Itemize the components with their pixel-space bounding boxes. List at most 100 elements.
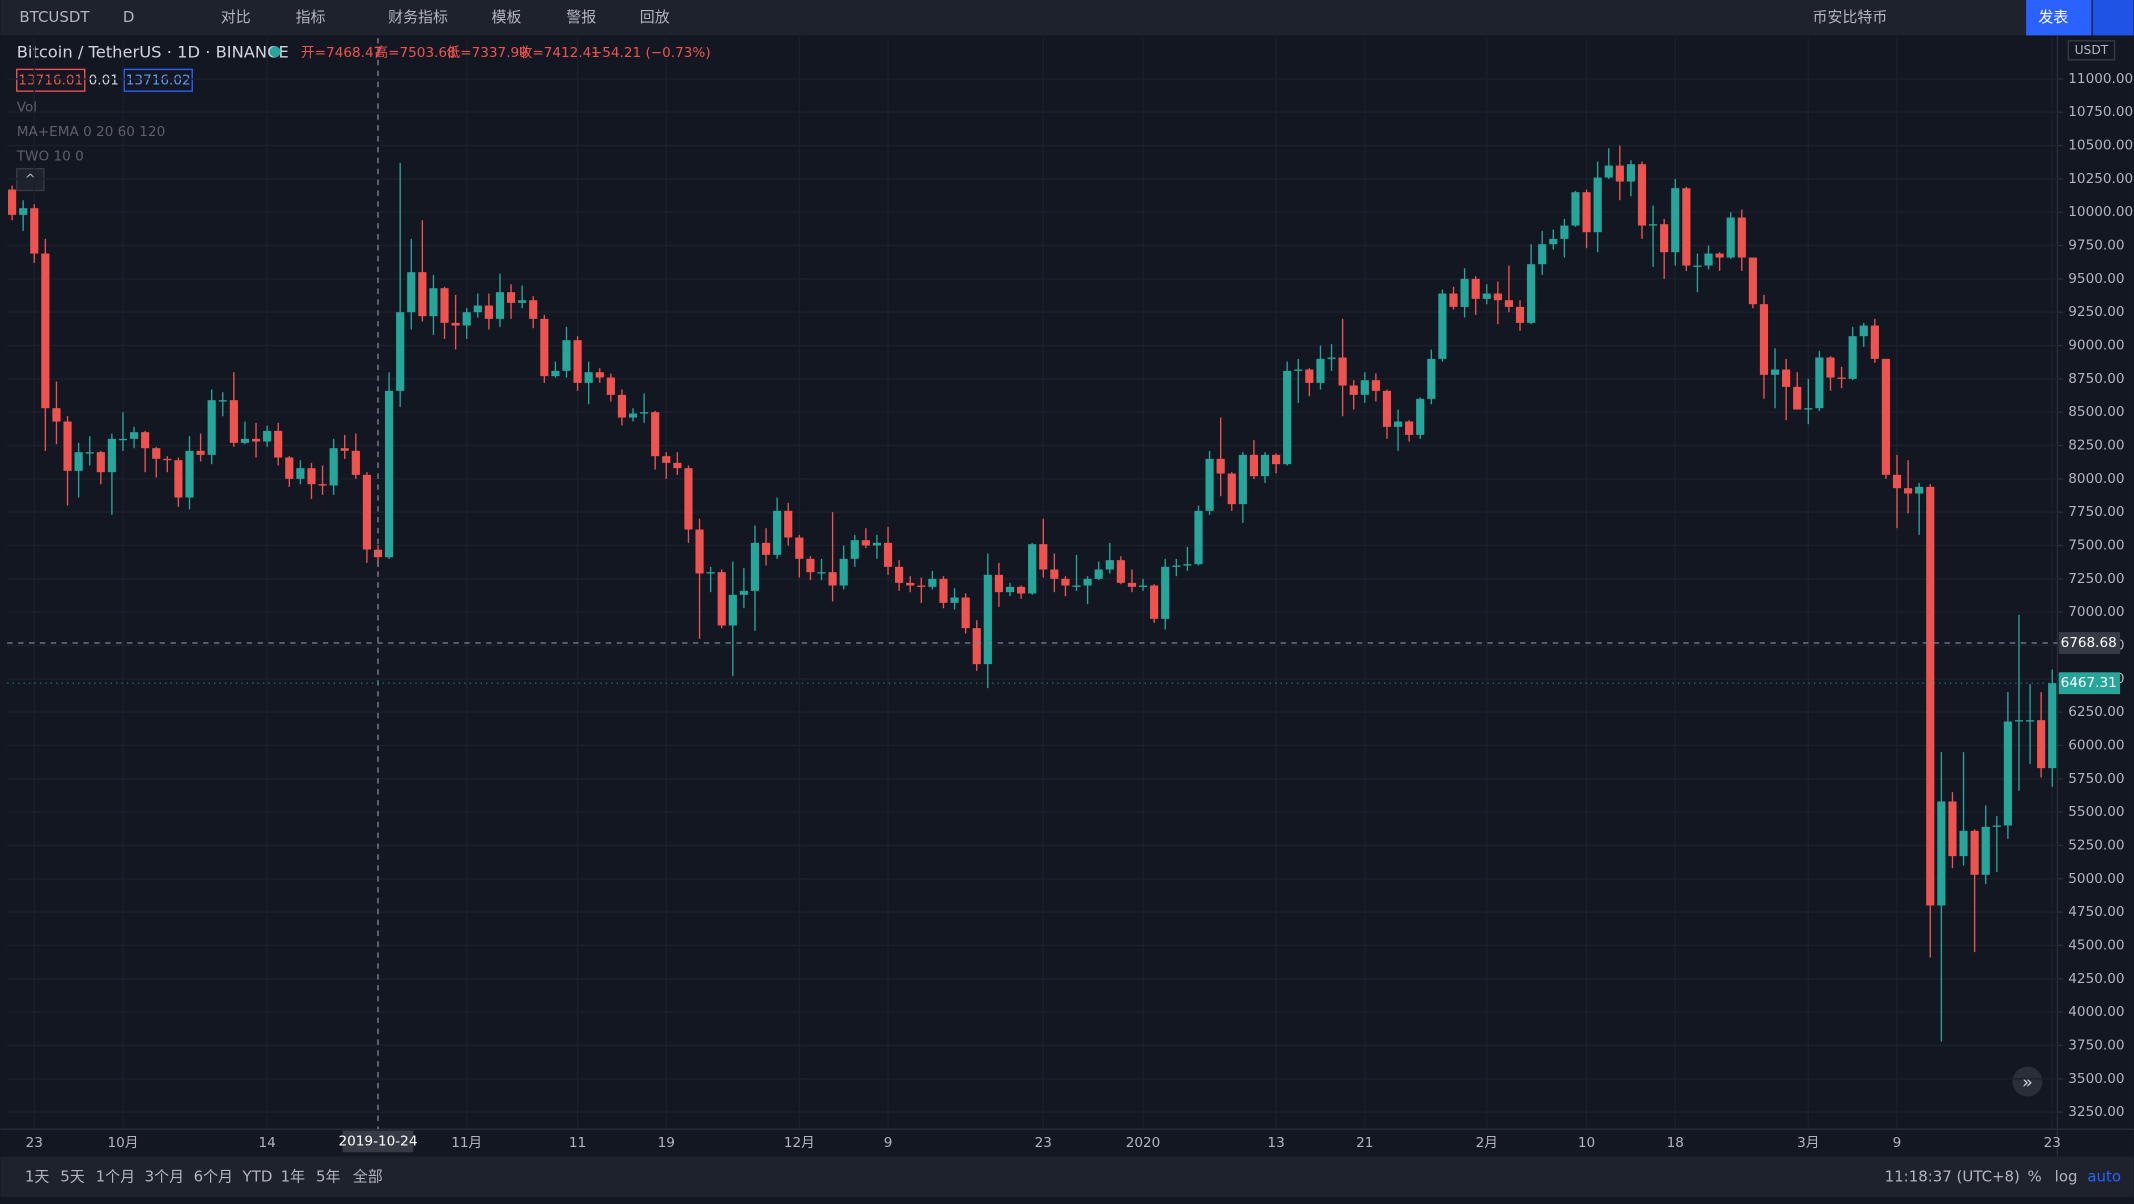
x-tick-label: 23 [26, 1135, 43, 1151]
replay-button[interactable] [2092, 0, 2134, 36]
candle-body [617, 394, 627, 418]
candle-body [418, 272, 427, 317]
candle-body [1116, 560, 1125, 583]
candle-body [1915, 486, 1924, 494]
toolbar-item[interactable]: 模板 [492, 8, 522, 26]
candle-body [1416, 398, 1425, 435]
scale-option[interactable]: % [2027, 1167, 2041, 1185]
range-button[interactable]: 1天 [25, 1167, 50, 1185]
candle-body [1050, 569, 1059, 579]
candle-body [218, 400, 227, 402]
scale-option[interactable]: auto [2087, 1167, 2121, 1185]
toolbar-item[interactable]: 币安比特币 [1813, 8, 1888, 26]
ask: 13716.02 [126, 72, 191, 88]
toolbar-item[interactable]: 财务指标 [388, 8, 448, 26]
candle-body [1793, 386, 1802, 410]
candle-body [207, 400, 216, 455]
candle-body [939, 578, 948, 603]
publish-button[interactable] [2026, 0, 2092, 36]
indicator-label[interactable]: MA+EMA 0 20 60 120 [17, 124, 166, 140]
range-button[interactable]: 1个月 [96, 1167, 135, 1185]
x-tick-label: 21 [1356, 1135, 1373, 1151]
candle-body [2014, 720, 2024, 722]
candle-body [1682, 188, 1691, 266]
toolbar-item[interactable]: 回放 [640, 8, 670, 26]
candle-body [429, 288, 438, 317]
toolbar-item[interactable]: D [123, 8, 135, 26]
toolbar-item[interactable]: 警报 [566, 8, 596, 26]
range-button[interactable]: 1年 [281, 1167, 306, 1185]
candle-body [1726, 217, 1735, 258]
candle-body [152, 448, 161, 459]
candle-body [41, 253, 50, 409]
toolbar-item[interactable]: 对比 [221, 8, 251, 26]
y-tick-label: 11000.00 [2068, 71, 2133, 87]
candle-body [861, 540, 870, 546]
candle-body [883, 542, 893, 567]
candle-body [1693, 265, 1702, 267]
candle-body [1338, 357, 1347, 386]
toolbar-item[interactable]: 发表 [2038, 8, 2068, 26]
candle-body [1992, 825, 2001, 827]
candle-body [1615, 165, 1624, 182]
candle-body [1704, 253, 1713, 266]
candle-body [640, 412, 649, 414]
range-button[interactable]: 3个月 [145, 1167, 184, 1185]
candle-body [750, 542, 760, 591]
candle-body [484, 305, 493, 319]
candle-body [1039, 544, 1048, 570]
candle-body [1028, 544, 1037, 594]
candle-body [1382, 390, 1392, 427]
candle-body [972, 628, 981, 665]
candle-body [1272, 454, 1281, 465]
scroll-to-end[interactable] [2012, 1066, 2043, 1097]
range-button[interactable]: 5年 [316, 1167, 341, 1185]
y-tick-label: 8000.00 [2068, 471, 2124, 487]
candle-body [1538, 244, 1547, 265]
range-button[interactable]: 6个月 [194, 1167, 233, 1185]
candle-body [1493, 293, 1502, 301]
candle-body [1748, 257, 1757, 305]
range-button[interactable]: 5天 [60, 1167, 85, 1185]
candle-body [1826, 357, 1835, 378]
candle-body [606, 377, 615, 395]
candle-body [118, 438, 128, 441]
candle-body [229, 400, 238, 443]
candle-body [385, 390, 394, 558]
range-button[interactable]: YTD [242, 1167, 273, 1185]
candle-body [518, 300, 527, 303]
legend-high: 高=7503.68 [375, 44, 456, 61]
x-tick-label: 2020 [1126, 1135, 1161, 1151]
indicator-label[interactable]: TWO 10 0 [16, 148, 84, 164]
candle-body [1172, 565, 1181, 567]
candle-body [2037, 720, 2046, 769]
candle-body [1194, 510, 1203, 565]
toolbar-item[interactable]: 指标 [296, 8, 326, 26]
y-tick-label: 6250.00 [2068, 704, 2124, 720]
ask-box[interactable] [123, 68, 193, 92]
range-button[interactable]: 全部 [353, 1167, 383, 1185]
candle-body [2048, 683, 2057, 769]
candle-body [1715, 253, 1724, 258]
candle-body [1072, 585, 1081, 587]
x-tick-label: 3月 [1797, 1135, 1819, 1151]
legend-change: −54.21 (−0.73%) [591, 45, 711, 61]
indicator-label[interactable]: Vol [17, 99, 37, 115]
candle-body [850, 540, 859, 559]
scale-option[interactable]: log [2055, 1167, 2078, 1185]
clock: 11:18:37 (UTC+8) [1885, 1167, 2020, 1185]
toolbar-item[interactable]: BTCUSDT [19, 8, 90, 26]
x-tick-label: 23 [1035, 1135, 1052, 1151]
collapse-button[interactable] [16, 168, 45, 192]
candle-body [1549, 238, 1558, 245]
y-tick-label: 7500.00 [2068, 538, 2124, 554]
y-tick-label: 8500.00 [2068, 404, 2124, 420]
candle-body [1804, 408, 1813, 410]
candle-body [52, 408, 61, 422]
y-tick-label: 10500.00 [2068, 138, 2133, 154]
last-price-box [2058, 672, 2120, 695]
y-tick-label: 7750.00 [2068, 504, 2124, 520]
candle-body [1604, 165, 1613, 178]
candle-body [174, 460, 183, 498]
bid-box[interactable] [16, 68, 86, 92]
